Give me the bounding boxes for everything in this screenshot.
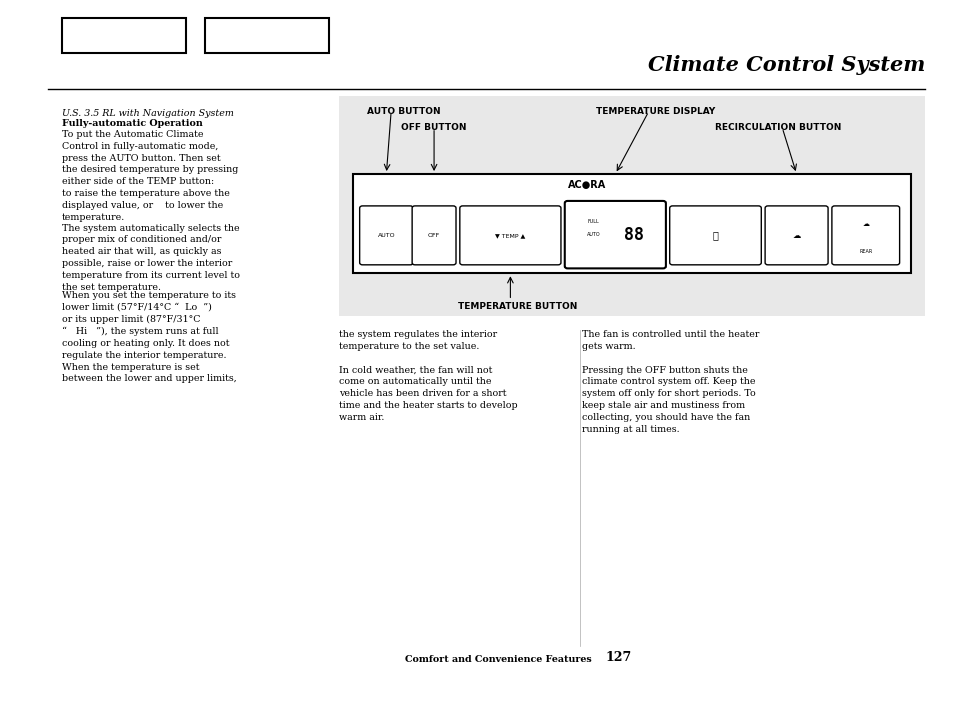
Text: 88: 88	[624, 226, 643, 244]
Bar	[205, 18, 329, 53]
FancyBboxPatch shape	[459, 206, 560, 265]
Text: The system automatically selects the
proper mix of conditioned and/or
heated air: The system automatically selects the pro…	[62, 224, 240, 292]
Text: AUTO BUTTON: AUTO BUTTON	[367, 106, 440, 116]
Text: OFF: OFF	[428, 233, 439, 238]
Text: 🚗: 🚗	[712, 230, 718, 241]
FancyBboxPatch shape	[564, 201, 665, 268]
Text: The fan is controlled until the heater
gets warm.

Pressing the OFF button shuts: The fan is controlled until the heater g…	[581, 330, 759, 434]
Text: AUTO: AUTO	[586, 231, 599, 236]
Text: Comfort and Convenience Features: Comfort and Convenience Features	[404, 655, 591, 664]
Text: TEMPERATURE DISPLAY: TEMPERATURE DISPLAY	[596, 106, 715, 116]
Text: REAR: REAR	[859, 249, 872, 254]
FancyBboxPatch shape	[359, 206, 413, 265]
Text: U.S. 3.5 RL with Navigation System: U.S. 3.5 RL with Navigation System	[62, 109, 233, 118]
Text: ☁: ☁	[792, 231, 800, 240]
Text: ▼ TEMP ▲: ▼ TEMP ▲	[495, 233, 525, 238]
Text: To put the Automatic Climate
Control in fully-automatic mode,
press the AUTO but: To put the Automatic Climate Control in …	[62, 130, 238, 222]
Text: AUTO: AUTO	[377, 233, 395, 238]
Bar	[353, 174, 910, 273]
Text: TEMPERATURE BUTTON: TEMPERATURE BUTTON	[457, 302, 577, 311]
Bar	[62, 18, 186, 53]
Text: When you set the temperature to its
lower limit (57°F/14°C “  Lo  ”)
or its uppe: When you set the temperature to its lowe…	[62, 291, 236, 383]
FancyBboxPatch shape	[669, 206, 760, 265]
Text: AC●RA: AC●RA	[568, 180, 606, 190]
Bar	[338, 96, 924, 316]
Text: ☁: ☁	[862, 222, 869, 227]
FancyBboxPatch shape	[831, 206, 899, 265]
Text: the system regulates the interior
temperature to the set value.

In cold weather: the system regulates the interior temper…	[338, 330, 517, 422]
Text: OFF BUTTON: OFF BUTTON	[400, 123, 466, 132]
Text: 127: 127	[605, 651, 632, 664]
Text: RECIRCULATION BUTTON: RECIRCULATION BUTTON	[715, 123, 841, 132]
Text: FULL: FULL	[587, 219, 598, 224]
Text: Climate Control System: Climate Control System	[647, 55, 924, 75]
FancyBboxPatch shape	[764, 206, 827, 265]
Text: Fully-automatic Operation: Fully-automatic Operation	[62, 119, 203, 129]
FancyBboxPatch shape	[412, 206, 456, 265]
